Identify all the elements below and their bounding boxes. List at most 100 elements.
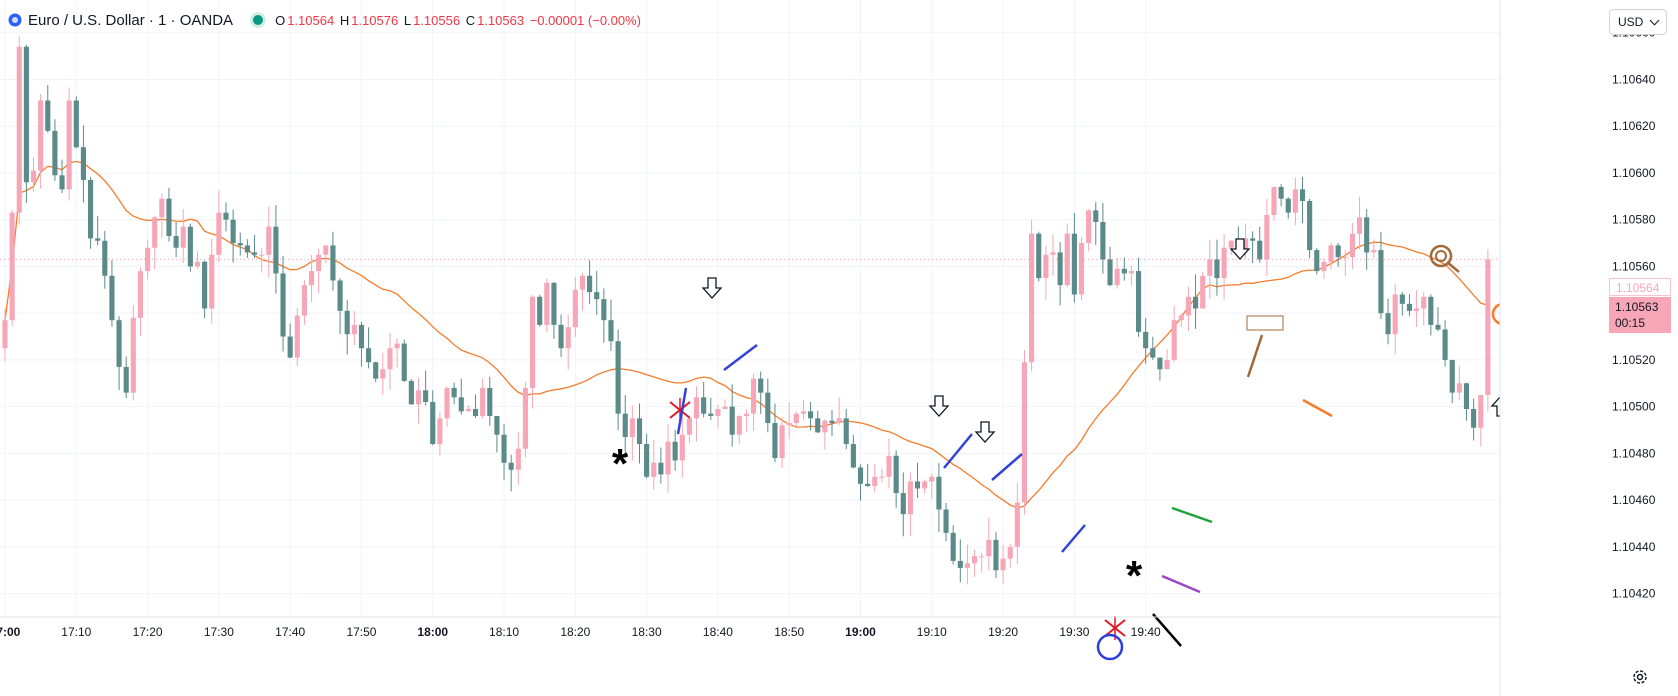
candle-down (1471, 408, 1477, 428)
candle-down (23, 46, 29, 183)
candle-down (829, 420, 835, 424)
candle-up (972, 556, 978, 564)
candle-down (537, 296, 543, 325)
y-tick-label: 1.10560 (1612, 259, 1656, 273)
candle-down (280, 273, 286, 337)
candle-up (1164, 359, 1170, 370)
candle-up (822, 420, 828, 433)
candle-up (415, 390, 422, 405)
candle-down (1399, 294, 1405, 304)
candle-down (1107, 259, 1113, 286)
candle-up (137, 271, 144, 318)
x-tick-label: 18:20 (560, 625, 590, 639)
candle-down (1214, 259, 1220, 279)
candle-up (1371, 250, 1377, 253)
circle-icon (1096, 633, 1124, 661)
trend-stroke (676, 387, 688, 435)
spiral-ring (1429, 244, 1453, 268)
candle-down (244, 245, 250, 253)
y-tick-label: 1.10480 (1612, 446, 1656, 460)
candle-down (594, 292, 600, 300)
current-price-label: 1.10563 (1615, 300, 1659, 314)
y-tick-label: 1.10500 (1612, 400, 1656, 414)
candle-down (287, 336, 293, 358)
candle-down (358, 324, 365, 349)
candle-down (337, 280, 343, 311)
candle-up (180, 226, 186, 248)
candle-down (472, 408, 479, 417)
x-tick-label: 17:50 (346, 625, 376, 639)
candle-up (1349, 233, 1355, 258)
ohlc-values: O 1.10564 H 1.10576 L 1.10556 C 1.10563 −0.0… (275, 13, 643, 28)
candle-down (95, 238, 101, 241)
down-arrow-icon (974, 421, 996, 443)
candle-up (515, 448, 521, 470)
candle-up (130, 317, 136, 393)
y-tick-label: 1.10580 (1612, 213, 1656, 227)
x-tick-label: 18:10 (489, 625, 519, 639)
candle-down (993, 539, 999, 571)
candle-down (865, 483, 871, 487)
candle-up (1050, 252, 1056, 255)
candle-up (1114, 268, 1120, 286)
candle-down (1335, 245, 1341, 258)
candle-down (1406, 303, 1413, 311)
candle-down (273, 226, 279, 274)
candle-up (66, 100, 72, 190)
candle-down (1285, 198, 1291, 213)
candle-down (957, 560, 963, 568)
current-price-tag: 1.10563 00:15 (1609, 297, 1671, 333)
candle-down (601, 299, 607, 321)
chart-grid (0, 0, 1500, 617)
candle-up (1421, 296, 1427, 309)
symbol-title[interactable]: Euro / U.S. Dollar · 1 · OANDA (28, 11, 234, 29)
low-value: 1.10556 (413, 12, 461, 28)
candle-up (2, 320, 8, 349)
candle-down (1442, 329, 1448, 360)
candle-down (914, 481, 921, 489)
symbol-header: Euro / U.S. Dollar · 1 · OANDA O 1.10564 … (8, 8, 643, 32)
candle-down (501, 434, 507, 463)
candle-up (544, 282, 550, 325)
candle-up (301, 285, 307, 316)
currency-select-button[interactable]: USD (1609, 9, 1667, 35)
candle-up (1456, 383, 1462, 393)
candle-up (316, 254, 322, 272)
candle-down (943, 509, 949, 533)
candle-down (1278, 186, 1284, 199)
y-tick-label: 1.10600 (1612, 166, 1656, 180)
x-tick-label: 19:10 (917, 625, 947, 639)
x-tick-label: 18:00 (417, 625, 448, 639)
x-tick-label: 19:00 (845, 625, 876, 639)
candle-up (1043, 254, 1049, 279)
candle-down (708, 413, 714, 417)
candle-up (1485, 259, 1491, 395)
gear-icon[interactable] (1631, 668, 1649, 686)
candle-down (109, 275, 115, 321)
candle-down (102, 240, 108, 276)
candle-up (1064, 233, 1070, 286)
candle-up (1007, 546, 1013, 559)
currency-flag-icon (8, 13, 22, 27)
candle-down (251, 252, 258, 255)
candle-up (145, 247, 151, 272)
candle-up (1414, 308, 1420, 311)
candle-up (308, 271, 315, 286)
candle-down (1071, 233, 1077, 295)
candle-up (750, 378, 757, 414)
selection-box (1246, 315, 1284, 331)
change-value: −0.00001 (−0.00%) (529, 12, 642, 28)
candle-down (1057, 252, 1063, 286)
candle-down (1299, 189, 1306, 201)
candle-up (351, 324, 357, 335)
candle-down (950, 532, 956, 561)
candle-down (1150, 348, 1156, 358)
candle-down (701, 397, 707, 414)
high-key: H (339, 12, 350, 28)
candle-down (1314, 250, 1320, 272)
candle-up (1264, 215, 1270, 260)
candle-up (779, 425, 785, 459)
trend-stroke (991, 453, 1023, 481)
candle-down (1143, 331, 1149, 349)
